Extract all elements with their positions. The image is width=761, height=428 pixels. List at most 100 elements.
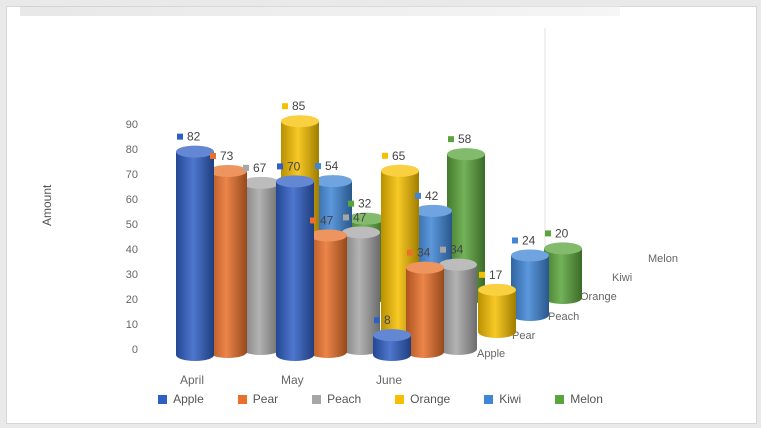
bar-body [373,335,411,361]
data-label-marker [282,103,288,110]
bar-apple-may [276,175,314,361]
bar-body [478,289,516,338]
legend-swatch-apple [158,394,168,404]
y-tick-label: 90 [126,119,138,131]
data-label: 82 [187,130,201,144]
depth-label-peach: Peach [548,311,579,323]
y-tick-label: 20 [126,294,138,306]
legend-label-peach: Peach [327,392,362,406]
data-label: 70 [287,159,301,173]
bar-body [309,235,347,358]
legend-item-orange: Orange [395,392,450,406]
data-label-marker [545,230,551,237]
bar-peach-april [242,176,280,355]
bar-body [406,267,444,358]
bar-body [439,264,477,355]
x-tick-label: May [281,373,304,387]
y-tick-label: 30 [126,269,138,281]
data-label: 85 [292,99,306,113]
data-label-marker [382,152,388,159]
blurred-header-strip [20,6,620,16]
data-label: 34 [450,243,464,257]
data-label: 73 [220,149,234,163]
legend-item-kiwi: Kiwi [484,392,521,406]
x-tick-label: April [180,373,204,387]
data-label: 54 [325,159,339,173]
legend-swatch-peach [312,394,322,404]
data-label-marker [479,271,485,278]
bar-top [176,145,214,158]
bar-peach-june [439,258,477,355]
depth-label-kiwi: Kiwi [612,272,632,284]
data-label: 58 [458,132,472,146]
y-tick-label: 70 [126,169,138,181]
data-label-marker [407,249,413,256]
data-label-marker [277,163,283,170]
bar-apple-april [176,145,214,361]
bars [176,115,582,361]
y-axis: 0 10 20 30 40 50 60 70 80 90 [126,119,138,356]
bar-top [406,261,444,274]
legend-swatch-orange [395,394,405,404]
bar-orange-june [478,283,516,338]
legend-label-orange: Orange [410,392,451,406]
depth-label-apple: Apple [477,348,505,360]
x-tick-label: June [376,373,402,387]
data-label-marker [512,237,518,244]
bar-pear-april [209,164,247,358]
legend-item-apple: Apple [158,392,204,406]
bar-top [447,148,485,161]
data-label: 8 [384,313,391,327]
depth-label-melon: Melon [648,253,678,265]
y-tick-label: 60 [126,194,138,206]
data-label: 24 [522,233,536,247]
y-tick-label: 40 [126,244,138,256]
legend-swatch-melon [555,394,565,404]
y-axis-label: Amount [40,184,54,226]
bar-body [511,255,549,321]
bar-top [242,176,280,189]
bar-body [209,170,247,358]
legend-label-kiwi: Kiwi [499,392,522,406]
data-label-marker [343,214,349,221]
data-label-marker [210,152,216,159]
data-label: 17 [489,268,503,282]
data-label-marker [448,136,454,143]
data-label: 34 [417,246,431,260]
bar-top [281,115,319,128]
y-tick-label: 50 [126,219,138,231]
bar-body [242,182,280,355]
data-label-marker [243,164,249,171]
bar-top [309,229,347,242]
bar-top [276,175,314,188]
y-tick-label: 10 [126,319,138,331]
bar-top [342,226,380,239]
bar-top [478,283,516,296]
y-tick-label: 0 [132,344,138,356]
bar-top [439,258,477,271]
y-tick-label: 80 [126,144,138,156]
data-label: 47 [353,210,367,224]
legend-item-peach: Peach [312,392,361,406]
bar-top [381,164,419,177]
bar-pear-june [406,261,444,358]
legend-swatch-kiwi [484,394,494,404]
bar-top [347,212,385,225]
data-label: 47 [320,213,334,227]
depth-label-pear: Pear [512,330,536,342]
bar-top [373,329,411,342]
bar-top [544,242,582,255]
legend-item-melon: Melon [555,392,603,406]
legend-label-pear: Pear [252,392,279,406]
data-labels: 20 58 32 24 42 54 17 65 85 34 47 67 34 47 73 8 70 82 [177,99,569,327]
legend-label-melon: Melon [570,392,603,406]
bar-top [511,249,549,262]
bar-body [276,181,314,361]
bar-top [414,204,452,217]
bar-apple-june [373,329,411,361]
depth-label-orange: Orange [580,291,617,303]
data-label-marker [415,192,421,199]
data-label-marker [374,317,380,324]
data-label: 32 [358,197,372,211]
bar-body [544,248,582,304]
